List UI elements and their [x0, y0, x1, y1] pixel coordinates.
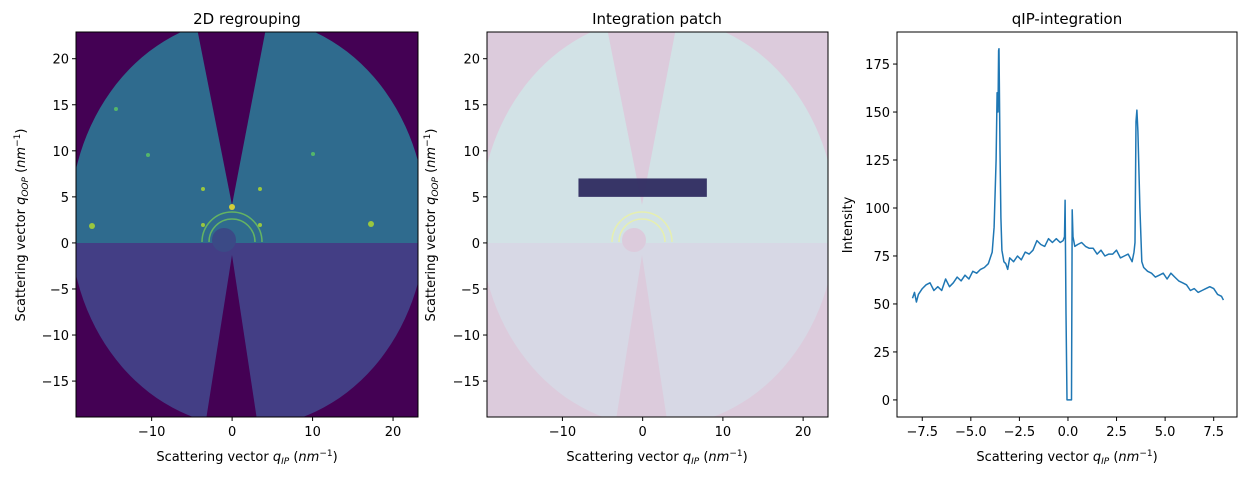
- y-axis-label: Scattering vector qOOP (nm−1): [13, 129, 31, 322]
- panel-qip-integration: qIP-integration −7.5 −5.0 −2.5 0.0 2.5 5.0 7.5…: [841, 10, 1238, 467]
- x-tick-label: 10: [715, 425, 732, 440]
- y-tick-label: 75: [873, 250, 890, 265]
- x-tick-label: 0: [639, 425, 647, 440]
- axes-ticks: −10 0 10 20 −15 −10 −5 0 5 10 15 20: [42, 53, 402, 440]
- panel-title: 2D regrouping: [193, 10, 301, 28]
- axes-ticks: −7.5 −5.0 −2.5 0.0 2.5 5.0 7.5 0 25 50 75 100 125 150…: [865, 58, 1224, 440]
- y-tick-label: −10: [42, 329, 69, 344]
- detector-gap-top: [197, 32, 266, 205]
- x-tick-label: 20: [385, 425, 402, 440]
- x-axis-label: Scattering vector qIP (nm−1): [156, 449, 337, 467]
- y-axis-label: Scattering vector qOOP (nm−1): [423, 129, 441, 322]
- panel-title: Integration patch: [592, 10, 722, 28]
- axes-ticks: −10 0 10 20 −15 −10 −5 0 5 10 15 20: [453, 53, 812, 440]
- detector-gap-bottom: [616, 255, 667, 417]
- y-tick-label: 15: [52, 99, 69, 114]
- y-tick-label: 20: [52, 53, 69, 68]
- x-tick-label: 0: [228, 425, 236, 440]
- detector-gap-top: [607, 32, 676, 205]
- detector-upper-region: [76, 32, 418, 243]
- x-tick-label: −7.5: [906, 425, 938, 440]
- x-axis-label: Scattering vector qIP (nm−1): [976, 449, 1157, 467]
- x-tick-label: 7.5: [1203, 425, 1224, 440]
- y-tick-label: 5: [472, 191, 480, 206]
- y-tick-label: 50: [873, 298, 890, 313]
- detector-image: [76, 32, 418, 417]
- y-tick-label: 25: [873, 346, 890, 361]
- y-tick-label: 125: [865, 154, 890, 169]
- y-tick-label: 0: [472, 237, 480, 252]
- y-tick-label: −5: [461, 283, 480, 298]
- x-tick-label: 2.5: [1106, 425, 1127, 440]
- y-tick-label: 175: [865, 58, 890, 73]
- y-tick-label: 20: [463, 53, 480, 68]
- x-tick-label: 0.0: [1058, 425, 1079, 440]
- y-tick-label: −10: [453, 329, 480, 344]
- x-tick-label: 20: [795, 425, 812, 440]
- x-tick-label: −10: [138, 425, 165, 440]
- x-tick-label: 10: [304, 425, 321, 440]
- panel-2d-regrouping: 2D regrouping −10 0 10 20 −15 −10 −5 0 5 10 15 20 S…: [13, 10, 419, 467]
- x-tick-label: −2.5: [1004, 425, 1036, 440]
- y-tick-label: 5: [61, 191, 69, 206]
- x-tick-label: 5.0: [1155, 425, 1176, 440]
- beamstop: [622, 228, 646, 252]
- y-tick-label: 100: [865, 202, 890, 217]
- detector-lower-region: [76, 243, 418, 417]
- diffraction-rings: [201, 211, 263, 243]
- panel-title: qIP-integration: [1012, 10, 1122, 28]
- y-tick-label: 10: [463, 145, 480, 160]
- y-axis-label: Intensity: [841, 196, 856, 253]
- detector-upper-region: [487, 32, 828, 243]
- beamstop: [212, 228, 236, 252]
- y-tick-label: 0: [61, 237, 69, 252]
- axes-frame: [75, 31, 419, 418]
- x-tick-label: −10: [549, 425, 576, 440]
- y-tick-label: −15: [42, 375, 69, 390]
- panel-integration-patch: Integration patch −10 0 10 20 −15 −10 −5 0 5 10 15…: [423, 10, 829, 467]
- axes-frame: [896, 31, 1238, 418]
- detector-image-faded: [487, 32, 828, 417]
- intensity-series-line: [911, 47, 1225, 401]
- x-axis-label: Scattering vector qIP (nm−1): [566, 449, 747, 467]
- y-tick-label: 15: [463, 99, 480, 114]
- diffraction-spots: [89, 107, 374, 229]
- detector-lower-region: [487, 243, 828, 417]
- y-tick-label: 0: [882, 394, 890, 409]
- diffraction-rings: [611, 211, 673, 243]
- integration-patch-rect: [578, 178, 707, 197]
- y-tick-label: 10: [52, 145, 69, 160]
- x-tick-label: −5.0: [955, 425, 987, 440]
- y-tick-label: −15: [453, 375, 480, 390]
- y-tick-label: −5: [50, 283, 69, 298]
- detector-gap-bottom: [206, 255, 257, 417]
- y-tick-label: 150: [865, 106, 890, 121]
- axes-frame: [486, 31, 829, 418]
